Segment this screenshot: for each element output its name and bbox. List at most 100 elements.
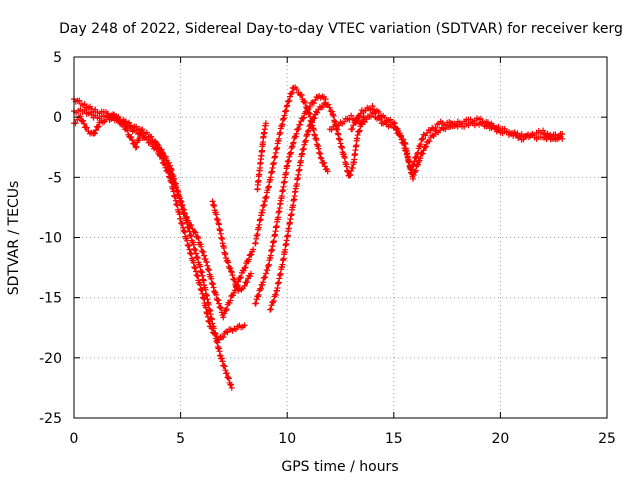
- data-point: [228, 269, 235, 276]
- data-point: [305, 127, 312, 134]
- data-point: [293, 86, 300, 93]
- data-point: [198, 243, 205, 250]
- data-point: [112, 113, 119, 120]
- data-point: [422, 144, 429, 151]
- data-point: [213, 291, 220, 298]
- data-point: [178, 198, 185, 205]
- y-tick-label: -20: [39, 351, 62, 367]
- data-point: [152, 138, 159, 145]
- data-point: [349, 125, 356, 132]
- data-point: [224, 329, 231, 336]
- data-point: [381, 114, 388, 121]
- data-point: [426, 138, 433, 145]
- data-point: [260, 279, 267, 286]
- data-point: [77, 113, 84, 120]
- data-point: [369, 102, 376, 109]
- data-point: [229, 272, 236, 279]
- data-point: [219, 358, 226, 365]
- data-point: [402, 147, 409, 154]
- data-point: [173, 184, 180, 191]
- data-point: [215, 300, 222, 307]
- data-point: [319, 103, 326, 110]
- data-point: [133, 127, 140, 134]
- data-point: [341, 118, 348, 125]
- data-point: [304, 104, 311, 111]
- data-point: [413, 153, 420, 160]
- data-point: [183, 214, 190, 221]
- data-point: [181, 206, 188, 213]
- series-satellite-track-j: [348, 102, 566, 182]
- data-point: [284, 102, 291, 109]
- data-point: [398, 136, 405, 143]
- data-point: [228, 268, 235, 275]
- data-point: [188, 222, 195, 229]
- data-point: [559, 131, 566, 138]
- data-point: [225, 259, 232, 266]
- y-tick-label: 0: [53, 110, 62, 126]
- chart-title: Day 248 of 2022, Sidereal Day-to-day VTE…: [59, 21, 623, 37]
- data-point: [195, 235, 202, 242]
- data-point: [222, 250, 229, 257]
- data-point: [257, 286, 264, 293]
- data-point: [395, 128, 402, 135]
- y-tick-label: -15: [39, 291, 62, 307]
- data-point: [208, 325, 215, 332]
- data-point: [92, 127, 99, 134]
- data-point: [397, 132, 404, 139]
- data-point: [554, 136, 561, 143]
- data-point: [80, 117, 87, 124]
- data-point: [314, 109, 321, 116]
- data-point: [159, 149, 166, 156]
- data-point: [412, 168, 419, 175]
- data-point: [128, 134, 135, 141]
- data-point: [250, 246, 257, 253]
- data-point: [412, 167, 419, 174]
- data-point: [221, 363, 228, 370]
- data-point: [390, 119, 397, 126]
- data-point: [225, 374, 232, 381]
- data-point: [349, 165, 356, 172]
- plot-frame: [73, 56, 608, 419]
- x-tick-label: 25: [598, 431, 616, 447]
- data-point: [202, 256, 209, 263]
- data-point: [212, 330, 219, 337]
- series-satellite-track-g: [252, 84, 331, 247]
- data-point: [176, 193, 183, 200]
- data-point: [356, 127, 363, 134]
- y-tick-label: -5: [48, 170, 62, 186]
- data-point: [520, 136, 527, 143]
- y-tick-labels: -25 -20 -15 -10 -5 0 5: [39, 50, 62, 427]
- data-point: [318, 155, 325, 162]
- data-point: [432, 131, 439, 138]
- data-point: [138, 129, 145, 136]
- data-point: [290, 139, 297, 146]
- data-point: [321, 159, 328, 166]
- data-point: [264, 267, 271, 274]
- data-point: [136, 135, 143, 142]
- data-point: [326, 104, 333, 111]
- data-point: [452, 122, 459, 129]
- data-point: [129, 137, 136, 144]
- data-point: [81, 101, 88, 108]
- series-satellite-track-h: [254, 120, 269, 193]
- data-point: [411, 158, 418, 165]
- data-point: [414, 149, 421, 156]
- data-point: [355, 128, 362, 135]
- data-point: [218, 355, 225, 362]
- data-point: [354, 132, 361, 139]
- data-point: [139, 126, 146, 133]
- data-point: [310, 100, 317, 107]
- data-point: [311, 115, 318, 122]
- data-point: [200, 248, 207, 255]
- data-point: [154, 141, 161, 148]
- data-point: [262, 274, 269, 281]
- data-point: [255, 291, 262, 298]
- data-point: [400, 139, 407, 146]
- data-point: [76, 97, 83, 104]
- data-point: [442, 126, 449, 133]
- x-tick-label: 0: [70, 431, 79, 447]
- data-point: [247, 273, 254, 280]
- data-point: [289, 89, 296, 96]
- data-point: [262, 270, 269, 277]
- data-point: [295, 125, 302, 132]
